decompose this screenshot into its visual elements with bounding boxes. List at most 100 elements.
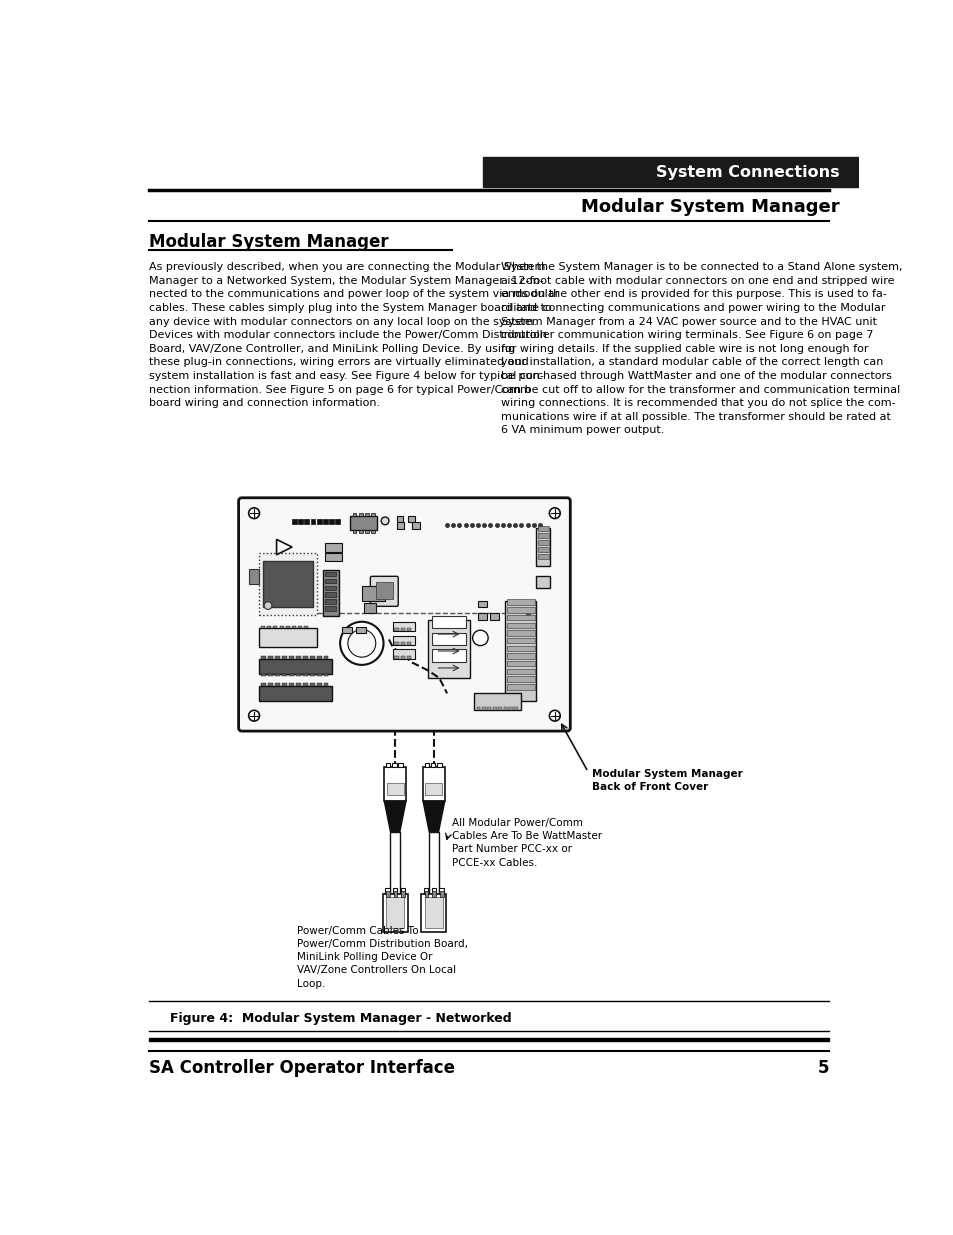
Bar	[323, 520, 328, 524]
Bar	[350, 516, 377, 530]
Bar	[292, 626, 295, 627]
Bar	[536, 527, 550, 567]
Text: As previously described, when you are connecting the Modular System
Manager to a: As previously described, when you are co…	[149, 262, 558, 408]
Bar	[325, 599, 335, 604]
Bar	[289, 656, 294, 658]
Bar	[400, 642, 405, 645]
Text: Power/Comm Cables To
Power/Comm Distribution Board,
MiniLink Polling Device Or
V: Power/Comm Cables To Power/Comm Distribu…	[297, 926, 468, 989]
Bar	[406, 642, 411, 645]
Bar	[303, 656, 307, 658]
Bar	[335, 520, 340, 524]
Bar	[505, 601, 536, 701]
Text: All Modular Power/Comm
Cables Are To Be WattMaster
Part Number PCC-xx or
PCCE-xx: All Modular Power/Comm Cables Are To Be …	[452, 818, 602, 868]
Bar	[282, 674, 286, 677]
Bar	[353, 530, 356, 534]
Text: Figure 4:  Modular System Manager - Networked: Figure 4: Modular System Manager - Netwo…	[170, 1011, 511, 1025]
Bar	[311, 520, 315, 524]
Bar	[325, 579, 335, 583]
Bar	[295, 683, 300, 685]
Bar	[356, 627, 365, 634]
Bar	[422, 767, 444, 802]
Bar	[268, 683, 273, 685]
Bar	[506, 677, 534, 682]
Bar	[353, 514, 356, 516]
Bar	[385, 892, 390, 898]
Bar	[394, 627, 398, 631]
FancyBboxPatch shape	[370, 577, 397, 606]
Bar	[325, 585, 335, 590]
Bar	[329, 520, 334, 524]
Bar	[279, 626, 283, 627]
Bar	[298, 520, 303, 524]
Circle shape	[348, 630, 375, 657]
Bar	[506, 653, 534, 658]
Bar	[431, 632, 466, 645]
Bar	[295, 674, 300, 677]
Bar	[286, 626, 290, 627]
Bar	[292, 520, 296, 524]
Bar	[268, 656, 273, 658]
Bar	[249, 568, 258, 584]
Bar	[400, 627, 405, 631]
Bar	[304, 520, 309, 524]
Text: 5: 5	[817, 1060, 828, 1077]
Circle shape	[549, 710, 559, 721]
Circle shape	[264, 601, 272, 609]
Bar	[364, 603, 375, 613]
Bar	[386, 783, 403, 795]
Bar	[394, 642, 398, 645]
Bar	[385, 763, 390, 767]
Bar	[424, 892, 428, 898]
Bar	[342, 627, 352, 634]
Bar	[304, 626, 308, 627]
Bar	[384, 767, 406, 802]
Bar	[298, 626, 302, 627]
Bar	[392, 763, 396, 767]
Bar	[274, 656, 279, 658]
Text: Modular System Manager
Back of Front Cover: Modular System Manager Back of Front Cov…	[592, 769, 742, 792]
Bar	[481, 708, 485, 710]
Bar	[375, 583, 393, 599]
Bar	[436, 763, 441, 767]
Bar	[406, 627, 411, 631]
Bar	[393, 888, 397, 894]
Bar	[431, 763, 435, 767]
Bar	[149, 1037, 828, 1041]
Bar	[429, 832, 438, 894]
Circle shape	[249, 508, 259, 519]
Bar	[421, 894, 446, 932]
Bar	[274, 626, 277, 627]
Bar	[365, 514, 369, 516]
Bar	[261, 626, 265, 627]
Bar	[267, 626, 271, 627]
Text: Modular System Manager: Modular System Manager	[149, 233, 388, 251]
Bar	[310, 683, 314, 685]
Bar	[514, 708, 517, 710]
Bar	[506, 622, 534, 627]
Circle shape	[381, 517, 389, 525]
Bar	[323, 656, 328, 658]
Bar	[316, 683, 321, 685]
Bar	[506, 608, 534, 613]
Bar	[408, 516, 415, 522]
Bar	[325, 593, 335, 597]
Bar	[489, 613, 498, 620]
Bar	[385, 898, 404, 929]
Bar	[258, 658, 332, 674]
Bar	[400, 888, 405, 894]
Bar	[371, 514, 375, 516]
Bar	[537, 555, 548, 558]
Bar	[476, 708, 480, 710]
Bar	[503, 708, 507, 710]
Bar	[316, 520, 321, 524]
Bar	[261, 656, 266, 658]
Bar	[536, 576, 550, 588]
Circle shape	[549, 508, 559, 519]
Bar	[323, 674, 328, 677]
Bar	[261, 674, 266, 677]
Bar	[361, 585, 385, 601]
Bar	[382, 894, 407, 932]
Bar	[396, 521, 404, 530]
Bar	[537, 547, 548, 552]
Bar	[325, 606, 335, 611]
